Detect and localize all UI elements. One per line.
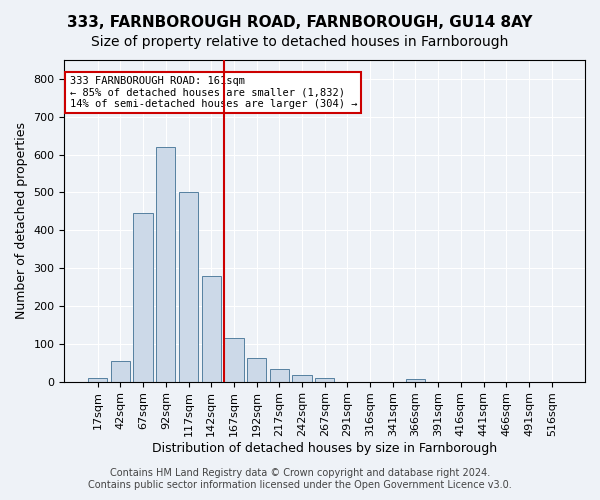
Y-axis label: Number of detached properties: Number of detached properties (15, 122, 28, 320)
Text: 333, FARNBOROUGH ROAD, FARNBOROUGH, GU14 8AY: 333, FARNBOROUGH ROAD, FARNBOROUGH, GU14… (67, 15, 533, 30)
Bar (179, 192, 198, 382)
Text: 333 FARNBOROUGH ROAD: 161sqm
← 85% of detached houses are smaller (1,832)
14% of: 333 FARNBOROUGH ROAD: 161sqm ← 85% of de… (70, 76, 357, 110)
Text: Contains HM Land Registry data © Crown copyright and database right 2024.
Contai: Contains HM Land Registry data © Crown c… (88, 468, 512, 490)
Bar (406, 379, 425, 382)
Bar (224, 338, 244, 382)
Bar (247, 358, 266, 382)
Text: Size of property relative to detached houses in Farnborough: Size of property relative to detached ho… (91, 35, 509, 49)
Bar (111, 361, 130, 382)
Bar (156, 147, 175, 382)
Bar (88, 378, 107, 382)
X-axis label: Distribution of detached houses by size in Farnborough: Distribution of detached houses by size … (152, 442, 497, 455)
Bar (315, 378, 334, 382)
Bar (269, 370, 289, 382)
Bar (292, 375, 311, 382)
Bar (202, 276, 221, 382)
Bar (133, 213, 153, 382)
